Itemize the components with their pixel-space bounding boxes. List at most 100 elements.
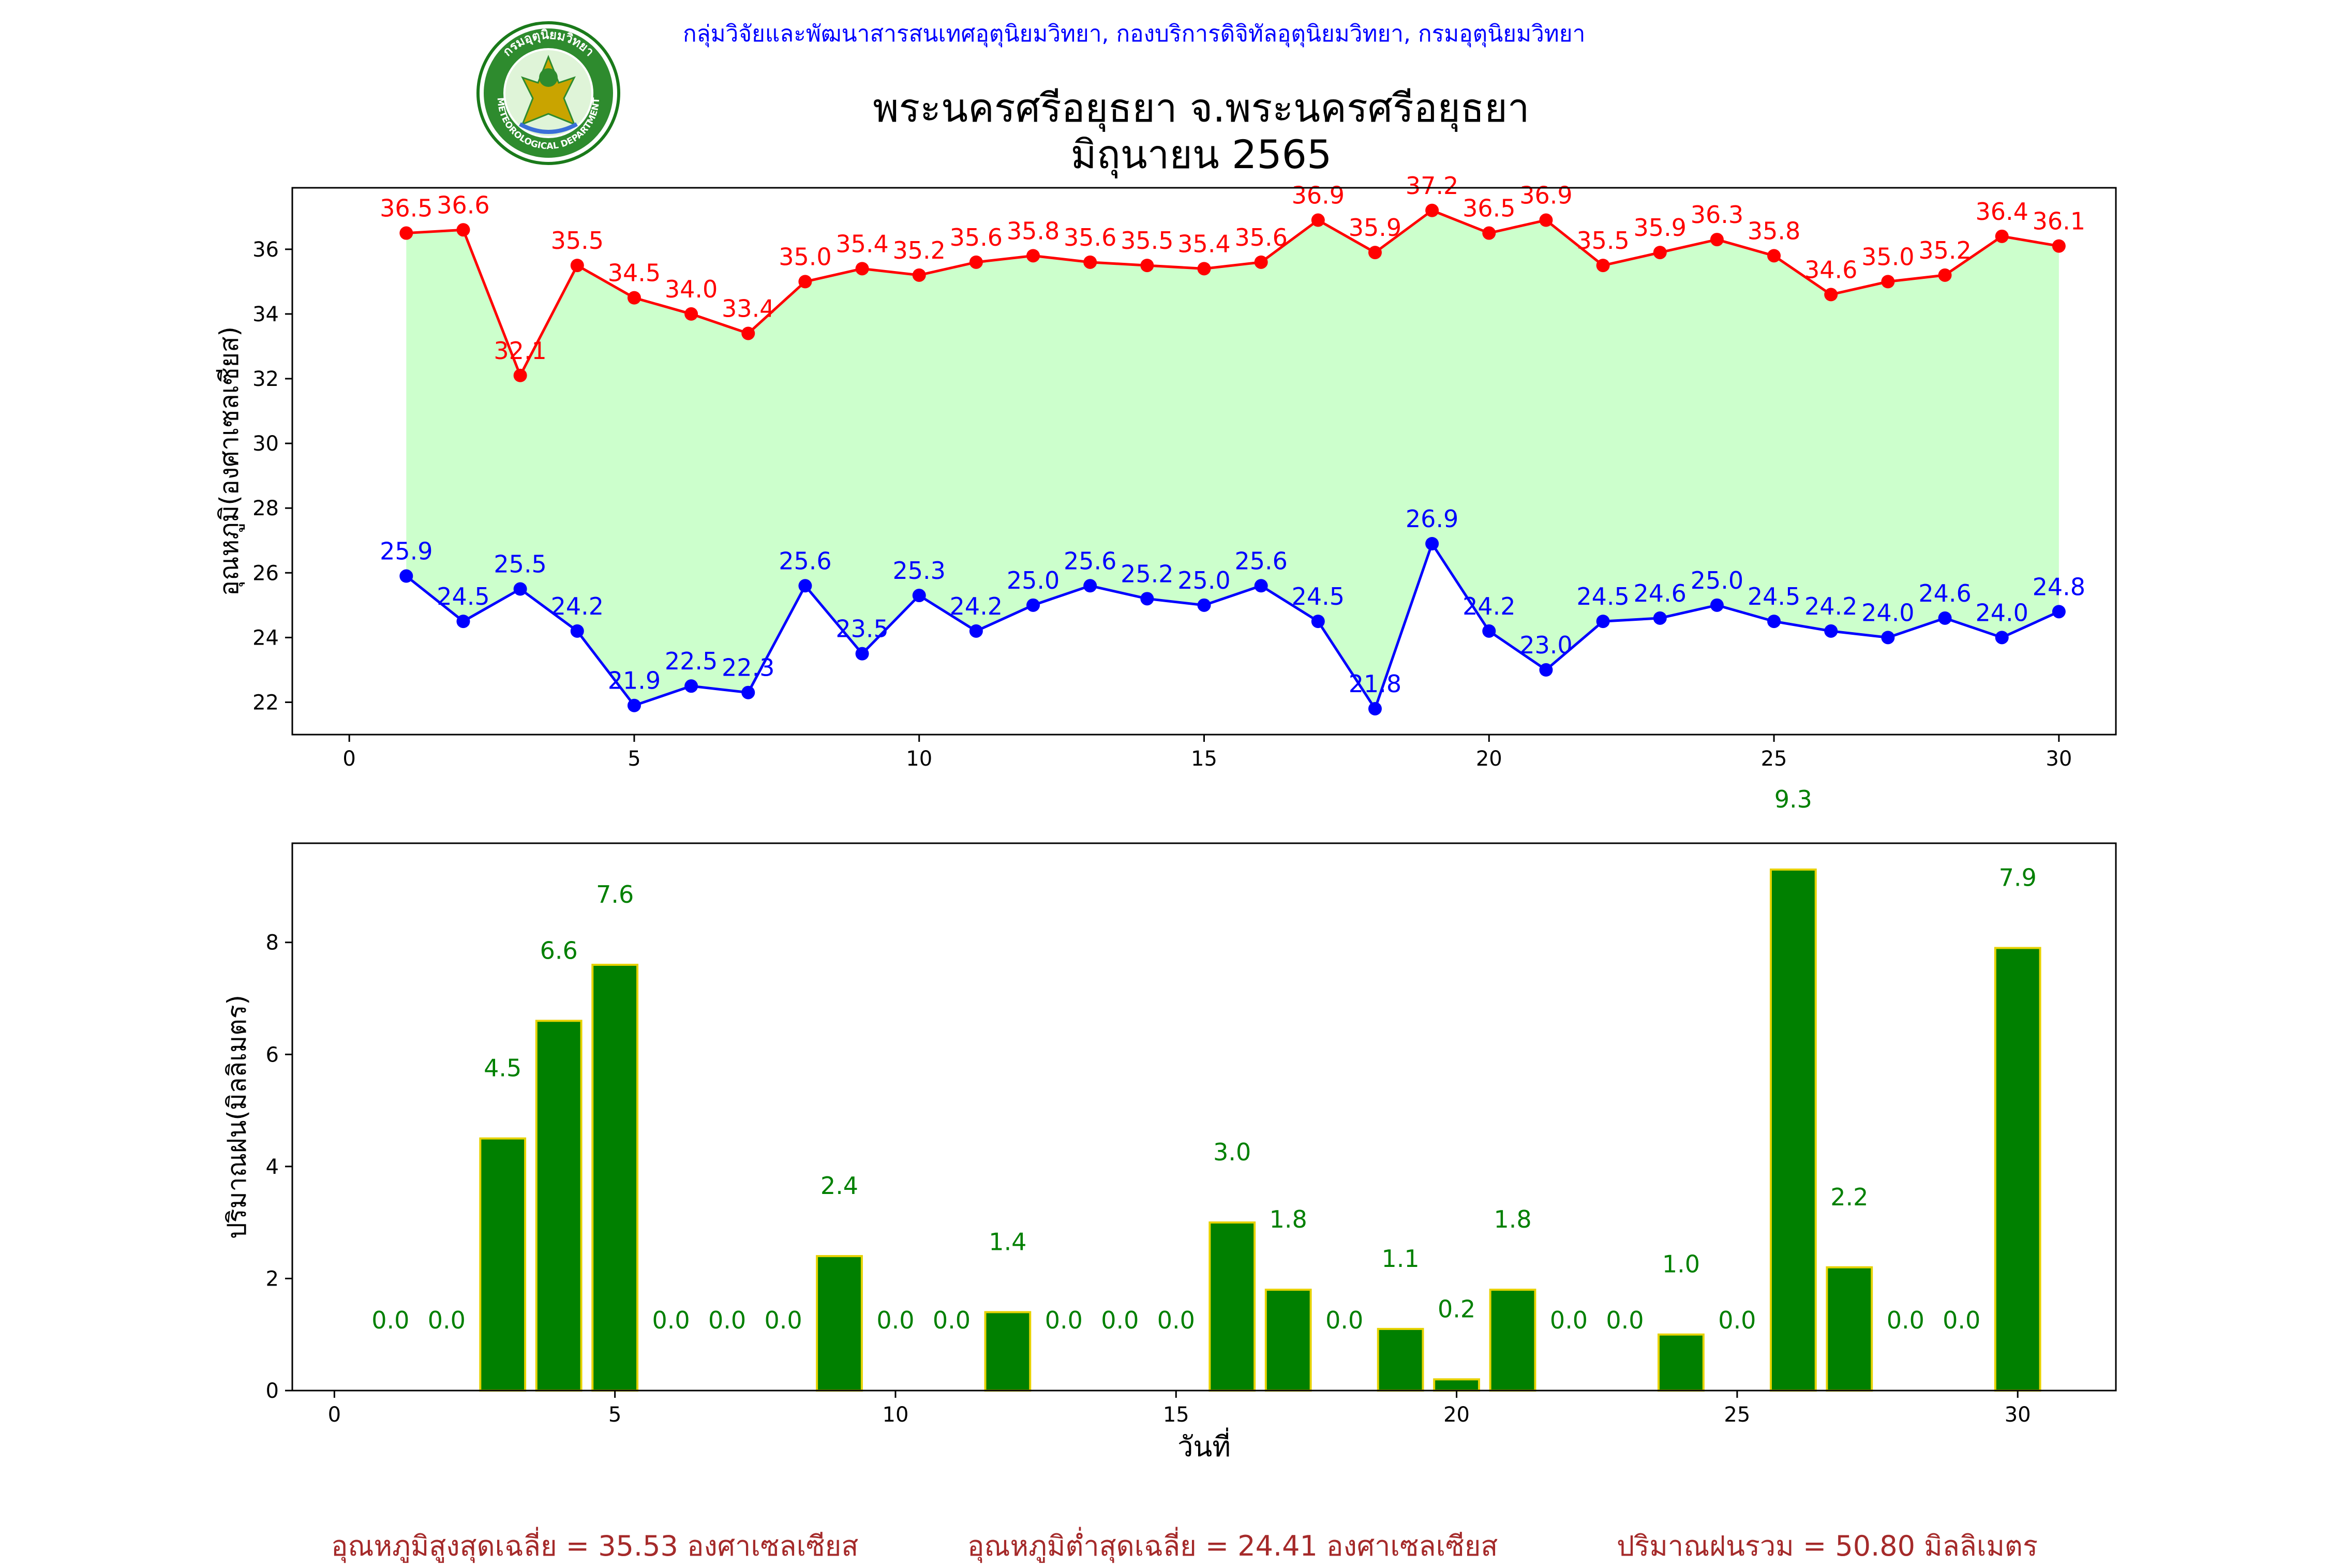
rain-bar — [1433, 1378, 1480, 1392]
max-temp-label: 36.9 — [1292, 182, 1345, 210]
rain-bar-label: 0.0 — [1550, 1306, 1588, 1334]
rain-bar-label: 7.6 — [596, 880, 634, 908]
max-temp-point — [513, 368, 527, 382]
temperature-chart: 36.5 36.632.135.534.534.033.435.0 35.4 35.2… — [214, 172, 2117, 771]
min-temp-label: 22.3 — [722, 654, 774, 682]
rain-bar — [816, 1255, 863, 1392]
y-tick-label: 34 — [252, 303, 279, 326]
min-temp-point — [1254, 579, 1268, 593]
x-tick-label: 10 — [906, 747, 932, 771]
max-temp-label: 35.4 — [1177, 230, 1230, 258]
max-temp-point — [1995, 229, 2009, 243]
min-temp-label: 25.3 — [893, 557, 946, 585]
min-temp-label: 24.8 — [2033, 573, 2085, 601]
max-temp-label: 35.9 — [1349, 214, 1401, 242]
max-temp-point — [1881, 275, 1895, 289]
min-temp-label: 24.0 — [1861, 599, 1914, 626]
rain-bar-label: 0.0 — [1101, 1306, 1139, 1334]
min-temp-label: 24.2 — [950, 592, 1003, 620]
rainfall-x-axis-label: วันที่ — [1177, 1427, 1231, 1463]
rain-bar — [535, 1020, 583, 1392]
min-temp-point — [1425, 536, 1439, 550]
rain-bar — [1489, 1289, 1536, 1392]
max-temp-label: 35.5 — [551, 227, 604, 255]
max-temp-point — [1596, 259, 1610, 273]
rainfall-y-axis-label: ปริมาณฝน(มิลลิเมตร) — [222, 995, 252, 1239]
min-temp-point — [627, 698, 641, 712]
chart-subtitle: มิถุนายน 2565 — [1071, 131, 1332, 178]
x-tick-label: 20 — [1443, 1403, 1470, 1427]
x-tick-label: 30 — [2005, 1403, 2031, 1427]
min-temp-label: 24.2 — [551, 592, 604, 620]
y-tick-label: 0 — [266, 1379, 279, 1403]
max-temp-label: 35.2 — [893, 236, 946, 264]
min-temp-label: 25.0 — [1007, 566, 1059, 594]
chart-title: พระนครศรีอยุธยา จ.พระนครศรีอยุธยา — [873, 85, 1529, 132]
max-temp-label: 36.6 — [437, 191, 489, 219]
max-temp-point — [1938, 268, 1952, 282]
rain-bar-label: 0.0 — [371, 1306, 409, 1334]
max-temp-label: 35.5 — [1121, 227, 1173, 255]
rain-bar — [1658, 1333, 1705, 1392]
max-temp-point — [1083, 255, 1097, 269]
min-temp-point — [684, 679, 698, 693]
rainfall-plot-frame — [291, 842, 2117, 1392]
min-temp-point — [1083, 579, 1097, 593]
min-temp-label: 23.5 — [835, 615, 888, 643]
min-temp-label: 24.2 — [1804, 592, 1857, 620]
rain-bar-label: 1.0 — [1662, 1250, 1700, 1278]
rain-bar-label: 0.0 — [1887, 1306, 1924, 1334]
min-temp-point — [912, 589, 926, 603]
min-temp-label: 21.8 — [1349, 670, 1401, 698]
y-tick-label: 26 — [252, 561, 279, 585]
min-temp-label: 25.9 — [380, 537, 432, 565]
rain-bar-label: 0.0 — [933, 1306, 971, 1334]
min-temp-point — [1596, 615, 1610, 629]
x-tick-label: 10 — [883, 1403, 909, 1427]
min-temp-point — [798, 579, 812, 593]
max-temp-point — [2052, 239, 2066, 253]
max-temp-point — [855, 262, 869, 276]
max-temp-label: 36.5 — [1463, 195, 1515, 222]
min-temp-point — [855, 647, 869, 661]
max-temp-label: 32.1 — [494, 337, 546, 365]
rain-bar — [1826, 1266, 1873, 1392]
min-temp-label: 21.9 — [608, 667, 661, 695]
max-temp-point — [684, 307, 698, 321]
x-tick-label: 25 — [1761, 747, 1787, 771]
max-temp-point — [456, 223, 470, 237]
max-temp-point — [741, 326, 755, 340]
y-tick-label: 8 — [266, 931, 279, 955]
meteorological-department-seal-icon: กรมอุตุนิยมวิทยา METEOROLOGICAL DEPARTME… — [476, 21, 620, 165]
min-temp-label: 24.5 — [1576, 583, 1629, 610]
y-tick-label: 28 — [252, 497, 279, 520]
x-tick-label: 5 — [608, 1403, 621, 1427]
min-temp-point — [1482, 624, 1496, 638]
min-temp-point — [969, 624, 983, 638]
min-temp-point — [2052, 605, 2066, 619]
max-temp-label: 35.4 — [835, 230, 888, 258]
max-temp-label: 33.4 — [722, 294, 774, 322]
max-temp-point — [1710, 233, 1724, 247]
temperature-y-axis-label: อุณหภูมิ(องศาเซลเซียส) — [214, 326, 245, 596]
max-temp-label: 36.1 — [2033, 207, 2085, 235]
min-temp-label: 25.6 — [1064, 547, 1116, 575]
min-temp-label: 24.6 — [1918, 579, 1971, 607]
min-temp-label: 24.2 — [1463, 592, 1515, 620]
min-temp-point — [1824, 624, 1838, 638]
min-temp-label: 24.5 — [1292, 583, 1345, 610]
max-temp-point — [627, 291, 641, 305]
rain-bar-label: 0.0 — [1606, 1306, 1644, 1334]
min-temp-point — [1653, 611, 1667, 625]
max-temp-point — [399, 226, 413, 240]
rain-bar-label: 0.0 — [1718, 1306, 1756, 1334]
rain-bar-label: 1.8 — [1494, 1205, 1531, 1233]
min-temp-point — [399, 569, 413, 583]
max-temp-point — [1482, 226, 1496, 240]
max-temp-label: 35.8 — [1007, 217, 1059, 245]
rain-bar — [1264, 1289, 1312, 1392]
min-temp-label: 24.5 — [1748, 583, 1800, 610]
max-temp-label: 35.0 — [1861, 243, 1914, 271]
min-temp-point — [1539, 663, 1553, 677]
rainfall-chart: 0.0 0.0 4.5 6.6 7.6 0.0 0.0 0.0 2.4 0.0 0.0 1.4 0.0 0… — [222, 785, 2117, 1463]
